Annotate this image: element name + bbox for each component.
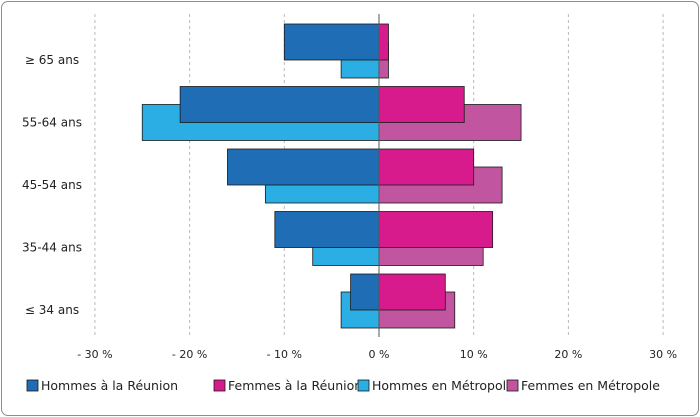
legend-label: Femmes à la Réunion <box>228 378 362 393</box>
axes: - 30 % - 20 % - 10 % 0 % 10 % 20 % 30 % ≥ 65 an… <box>22 14 677 361</box>
category-label: ≥ 65 ans <box>25 53 79 67</box>
legend: Hommes à la Réunion Femmes à la Réunion Ho… <box>26 378 660 393</box>
legend-label: Femmes en Métropole <box>521 378 660 393</box>
x-tick-label: - 20 % <box>172 348 207 361</box>
legend-label: Hommes en Métropole <box>372 378 514 393</box>
bar <box>350 273 380 311</box>
bar <box>378 148 475 186</box>
x-tick-label: - 30 % <box>77 348 112 361</box>
category-label: 35-44 ans <box>22 241 82 255</box>
bar <box>378 86 465 123</box>
legend-swatch <box>357 379 370 392</box>
x-tick-label: - 10 % <box>267 348 302 361</box>
x-tick-label: 0 % <box>369 348 390 361</box>
bar <box>378 211 494 248</box>
category-label: ≤ 34 ans <box>25 303 79 317</box>
legend-swatch <box>506 379 519 392</box>
category-label: 55-64 ans <box>22 116 82 130</box>
legend-label: Hommes à la Réunion <box>41 378 178 393</box>
bar <box>283 23 380 61</box>
x-tick-label: 20 % <box>554 348 582 361</box>
legend-swatch <box>213 379 226 392</box>
bar <box>227 148 380 186</box>
x-tick-label: 30 % <box>649 348 677 361</box>
category-label: 45-54 ans <box>22 178 82 192</box>
x-tick-label: 10 % <box>460 348 488 361</box>
bars <box>141 23 522 329</box>
bar <box>378 23 389 61</box>
legend-swatch <box>26 379 39 392</box>
bar <box>179 86 380 123</box>
bar <box>378 273 446 311</box>
bar <box>274 211 380 248</box>
